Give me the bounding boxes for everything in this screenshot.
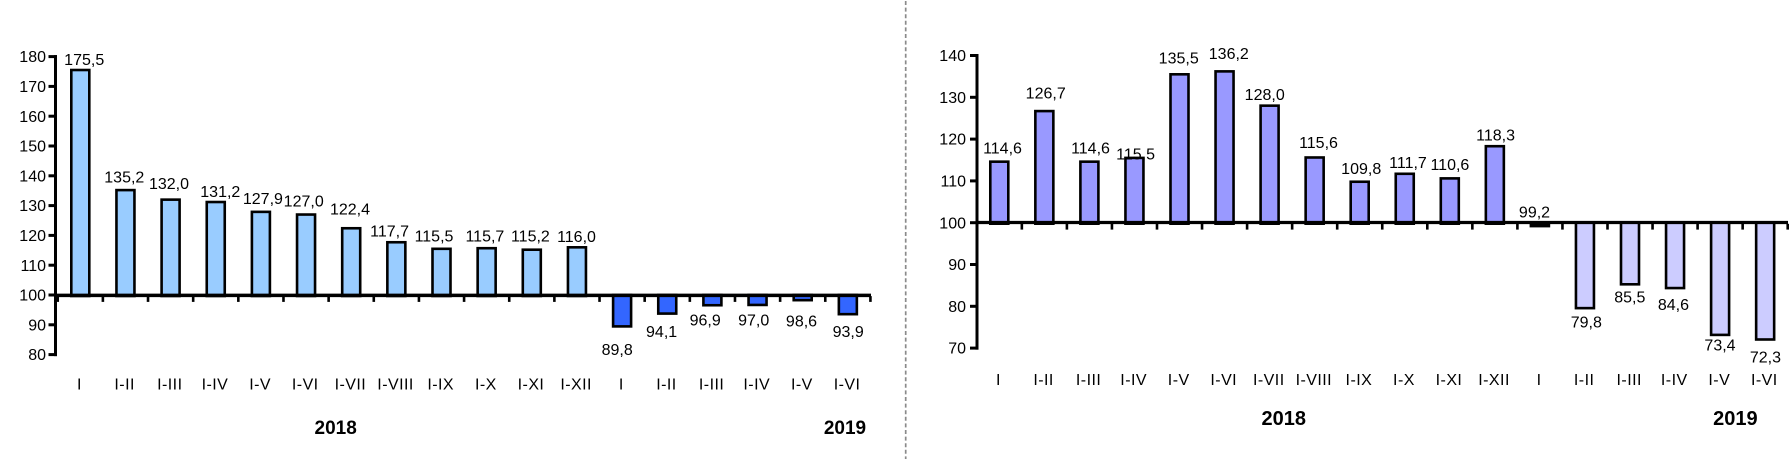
svg-text:2019: 2019 (1713, 408, 1758, 430)
svg-text:I-IV: I-IV (202, 377, 229, 394)
svg-text:170: 170 (19, 79, 46, 96)
svg-text:I-II: I-II (1033, 372, 1053, 389)
svg-text:128,0: 128,0 (1245, 87, 1285, 104)
svg-text:I-III: I-III (699, 377, 724, 394)
svg-text:I-IV: I-IV (1661, 372, 1688, 389)
svg-text:I-II: I-II (114, 377, 134, 394)
svg-text:110: 110 (940, 174, 966, 191)
svg-text:100: 100 (19, 288, 46, 305)
svg-text:130: 130 (19, 198, 46, 215)
svg-text:84,6: 84,6 (1658, 297, 1689, 314)
svg-text:140: 140 (19, 168, 46, 185)
svg-text:160: 160 (19, 109, 46, 126)
svg-text:117,7: 117,7 (370, 223, 409, 240)
svg-text:I-VI: I-VI (1210, 372, 1237, 389)
svg-text:120: 120 (19, 228, 46, 245)
svg-text:131,2: 131,2 (200, 184, 240, 201)
svg-text:96,9: 96,9 (690, 313, 721, 330)
svg-text:I-IV: I-IV (743, 377, 770, 394)
svg-text:I-III: I-III (1076, 372, 1101, 389)
svg-text:130: 130 (939, 90, 966, 107)
svg-text:I-VII: I-VII (1253, 372, 1285, 389)
svg-text:135,5: 135,5 (1159, 51, 1199, 68)
svg-text:I-V: I-V (249, 377, 271, 394)
svg-text:2018: 2018 (315, 418, 357, 439)
svg-text:89,8: 89,8 (602, 342, 633, 359)
svg-text:93,9: 93,9 (833, 324, 864, 341)
svg-text:I-VII: I-VII (335, 377, 367, 394)
svg-text:98,6: 98,6 (786, 313, 817, 330)
svg-text:94,1: 94,1 (646, 324, 677, 341)
svg-text:116,0: 116,0 (557, 229, 596, 246)
svg-text:I-XI: I-XI (518, 377, 545, 394)
svg-text:127,0: 127,0 (284, 194, 324, 211)
svg-text:99,2: 99,2 (1519, 205, 1550, 222)
svg-text:85,5: 85,5 (1614, 290, 1645, 307)
svg-text:I-VI: I-VI (1751, 372, 1778, 389)
svg-text:I-III: I-III (1617, 372, 1642, 389)
svg-text:I-VIII: I-VIII (1296, 372, 1332, 389)
svg-text:I: I (996, 372, 1001, 389)
svg-text:150: 150 (19, 139, 46, 156)
svg-text:110,6: 110,6 (1430, 157, 1469, 174)
svg-text:118,3: 118,3 (1476, 128, 1515, 145)
svg-text:I-VI: I-VI (834, 377, 861, 394)
svg-text:I-V: I-V (791, 377, 813, 394)
svg-text:115,5: 115,5 (415, 229, 454, 246)
svg-text:80: 80 (948, 299, 966, 316)
svg-text:70: 70 (948, 341, 966, 358)
svg-text:97,0: 97,0 (738, 313, 769, 330)
svg-text:136,2: 136,2 (1209, 46, 1249, 63)
svg-text:135,2: 135,2 (104, 169, 144, 186)
svg-text:126,7: 126,7 (1026, 85, 1066, 102)
svg-text:79,8: 79,8 (1571, 315, 1602, 332)
svg-text:120: 120 (939, 132, 966, 149)
svg-text:180: 180 (19, 49, 46, 66)
svg-text:I-II: I-II (656, 377, 676, 394)
svg-text:114,6: 114,6 (983, 141, 1022, 158)
svg-text:I-IV: I-IV (1120, 372, 1147, 389)
svg-text:I-IX: I-IX (1346, 372, 1373, 389)
svg-text:140: 140 (939, 48, 966, 65)
svg-text:I: I (619, 377, 624, 394)
svg-text:80: 80 (28, 347, 46, 364)
svg-text:111,7: 111,7 (1389, 155, 1427, 172)
svg-text:I-X: I-X (1393, 372, 1415, 389)
svg-text:I: I (77, 377, 82, 394)
svg-text:I-IX: I-IX (427, 377, 454, 394)
svg-text:115,2: 115,2 (511, 229, 550, 246)
svg-text:90: 90 (948, 257, 966, 274)
svg-text:I-III: I-III (157, 377, 182, 394)
svg-text:I: I (1537, 372, 1542, 389)
svg-text:90: 90 (28, 317, 46, 334)
svg-text:127,9: 127,9 (243, 191, 283, 208)
svg-text:I-XII: I-XII (560, 377, 592, 394)
svg-text:114,6: 114,6 (1071, 141, 1110, 158)
svg-text:175,5: 175,5 (64, 52, 104, 69)
svg-text:110: 110 (20, 258, 46, 275)
svg-text:115,7: 115,7 (465, 229, 504, 246)
svg-text:I-XII: I-XII (1478, 372, 1510, 389)
svg-text:115,6: 115,6 (1299, 135, 1338, 152)
svg-text:73,4: 73,4 (1704, 337, 1735, 354)
svg-text:100: 100 (939, 215, 966, 232)
svg-text:I-VI: I-VI (292, 377, 319, 394)
svg-text:I-V: I-V (1168, 372, 1190, 389)
svg-text:122,4: 122,4 (330, 202, 370, 219)
svg-text:72,3: 72,3 (1750, 350, 1781, 367)
svg-text:132,0: 132,0 (149, 176, 189, 193)
svg-text:115,5: 115,5 (1116, 146, 1155, 163)
svg-text:I-II: I-II (1574, 372, 1594, 389)
svg-text:109,8: 109,8 (1341, 161, 1381, 178)
svg-text:I-X: I-X (475, 377, 497, 394)
svg-text:2019: 2019 (824, 418, 866, 439)
svg-text:2018: 2018 (1262, 408, 1307, 430)
svg-text:I-V: I-V (1708, 372, 1730, 389)
svg-text:I-VIII: I-VIII (377, 377, 413, 394)
svg-text:I-XI: I-XI (1436, 372, 1463, 389)
